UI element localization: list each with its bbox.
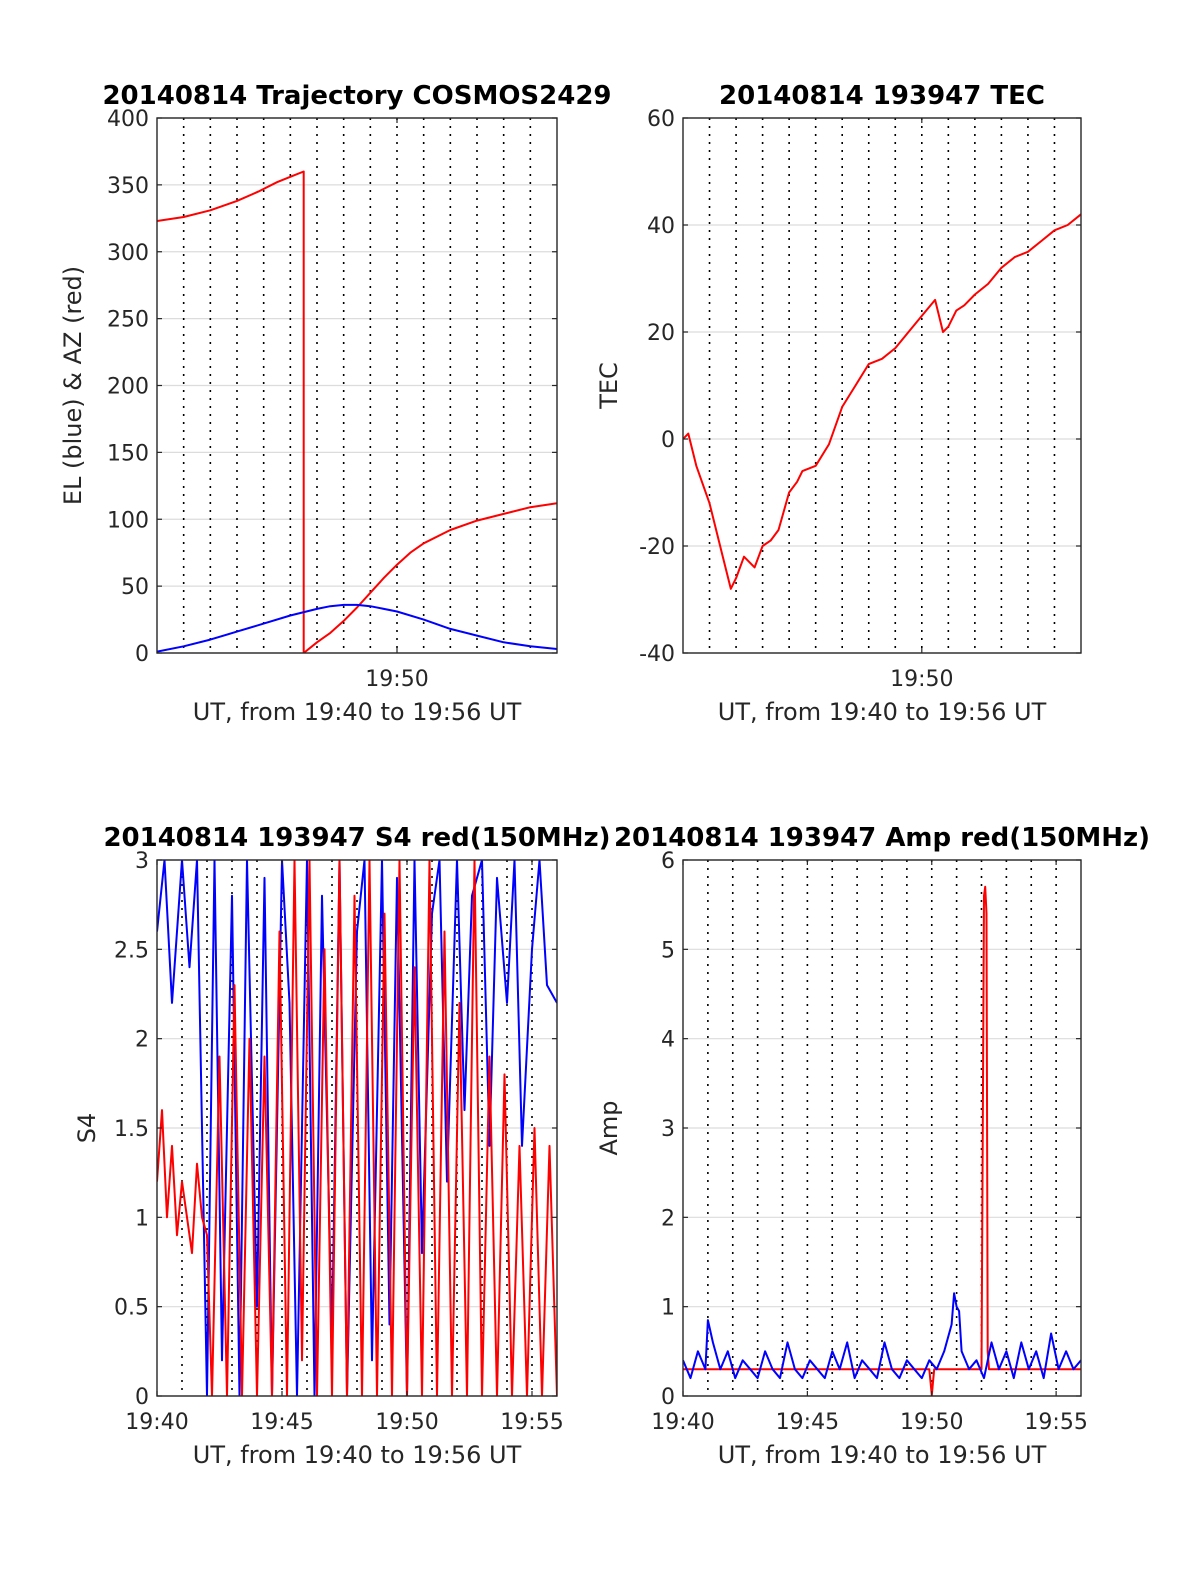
y-tick-label: 0 <box>135 1385 149 1410</box>
y-tick-label: -40 <box>639 642 675 667</box>
series-line <box>683 1292 1081 1380</box>
y-tick-label: 2.5 <box>114 938 149 963</box>
x-tick-label: 19:45 <box>776 1410 839 1435</box>
y-tick-label: 4 <box>661 1028 675 1053</box>
amp-panel: 0 1 2 3 4 5 6 19:40 19:45 19:50 19:55 20140814 1939… <box>595 823 1150 1469</box>
x-tick-label: 19:50 <box>900 1410 963 1435</box>
y-axis-label: S4 <box>73 1113 101 1144</box>
series-line <box>157 170 557 653</box>
plot-area <box>683 118 1081 653</box>
series-line <box>157 603 557 653</box>
y-tick-label: 50 <box>121 575 149 600</box>
y-tick-label: -20 <box>639 535 675 560</box>
axes-box <box>682 117 1082 654</box>
y-tick-label: 150 <box>107 441 149 466</box>
series-line <box>683 213 1081 590</box>
y-tick-label: 300 <box>107 241 149 266</box>
x-tick-label: 19:55 <box>500 1410 563 1435</box>
y-tick-label: 250 <box>107 308 149 333</box>
x-tick-label: 19:40 <box>125 1410 188 1435</box>
y-tick-label: 0 <box>135 642 149 667</box>
y-tick-label: 1 <box>135 1206 149 1231</box>
y-tick-label: 0 <box>661 428 675 453</box>
y-tick-label: 1 <box>661 1296 675 1321</box>
x-tick-label: 19:50 <box>365 667 428 692</box>
panel-title: 20140814 Trajectory COSMOS2429 <box>102 81 611 111</box>
y-tick-label: 400 <box>107 107 149 132</box>
y-tick-label: 3 <box>661 1117 675 1142</box>
y-tick-label: 1.5 <box>114 1117 149 1142</box>
panel-title: 20140814 193947 TEC <box>719 81 1045 111</box>
y-axis-label: EL (blue) & AZ (red) <box>59 266 87 505</box>
series-group <box>683 213 1081 590</box>
y-tick-label: 5 <box>661 938 675 963</box>
y-tick-label: 6 <box>661 849 675 874</box>
panel-title: 20140814 193947 Amp red(150MHz) <box>614 823 1150 853</box>
y-tick-label: 2 <box>661 1206 675 1231</box>
tec-panel: -40 -20 0 20 40 60 19:50 20140814 193947 TEC UT,… <box>595 81 1082 726</box>
y-axis-label: TEC <box>595 362 623 410</box>
x-axis-label: UT, from 19:40 to 19:56 UT <box>193 1441 522 1469</box>
x-tick-label: 19:50 <box>890 667 953 692</box>
s4-panel: 0 0.5 1 1.5 2 2.5 3 19:40 19:45 19:50 19:55 2014081… <box>73 823 611 1469</box>
y-tick-label: 2 <box>135 1028 149 1053</box>
x-tick-label: 19:55 <box>1024 1410 1087 1435</box>
series-group <box>157 860 557 1396</box>
x-axis-label: UT, from 19:40 to 19:56 UT <box>718 1441 1047 1469</box>
series-line <box>157 860 557 1396</box>
series-group <box>683 885 1081 1396</box>
panel-title: 20140814 193947 S4 red(150MHz) <box>103 823 610 853</box>
y-tick-label: 0.5 <box>114 1296 149 1321</box>
y-tick-label: 40 <box>647 214 675 239</box>
x-axis-label: UT, from 19:40 to 19:56 UT <box>193 698 522 726</box>
y-tick-label: 0 <box>661 1385 675 1410</box>
x-tick-label: 19:45 <box>250 1410 313 1435</box>
x-axis-label: UT, from 19:40 to 19:56 UT <box>718 698 1047 726</box>
y-tick-label: 60 <box>647 107 675 132</box>
x-tick-label: 19:50 <box>375 1410 438 1435</box>
series-line <box>157 860 557 1396</box>
y-tick-label: 100 <box>107 508 149 533</box>
y-axis-label: Amp <box>595 1100 623 1155</box>
y-tick-label: 20 <box>647 321 675 346</box>
y-tick-label: 3 <box>135 849 149 874</box>
x-tick-label: 19:40 <box>651 1410 714 1435</box>
series-group <box>157 170 557 653</box>
y-tick-label: 350 <box>107 174 149 199</box>
trajectory-panel: 0 50 100 150 200 250 300 350 400 19:50 20140814 Tr… <box>59 81 612 726</box>
y-tick-label: 200 <box>107 375 149 400</box>
